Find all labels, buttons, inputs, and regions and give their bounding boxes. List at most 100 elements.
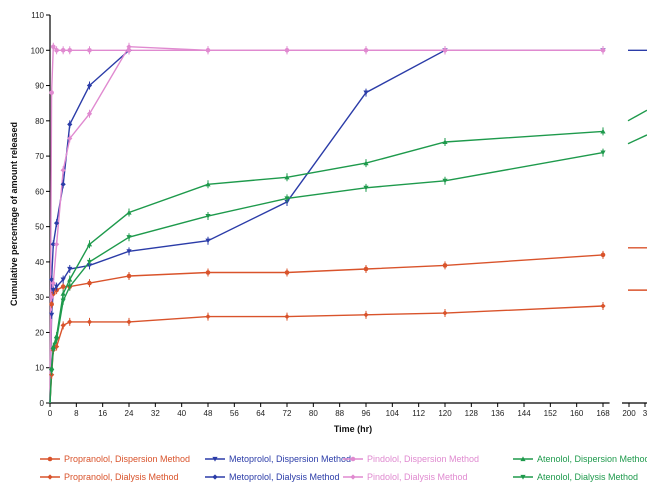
data-point — [205, 181, 211, 187]
data-point — [67, 47, 73, 53]
data-point — [49, 301, 54, 307]
legend-marker — [212, 456, 218, 462]
data-point — [49, 90, 54, 95]
data-point — [363, 160, 369, 166]
data-point — [67, 121, 73, 127]
x-tick-label: 168 — [596, 409, 610, 418]
data-point — [442, 310, 448, 316]
x-tick-label: 104 — [386, 409, 400, 418]
data-point — [53, 284, 60, 290]
data-point — [600, 252, 606, 258]
data-point — [363, 312, 369, 318]
x-tick-label: 200 — [622, 409, 636, 418]
data-point — [600, 150, 606, 156]
x-axis-title: Time (hr) — [334, 424, 372, 434]
data-point — [205, 238, 211, 244]
x-tick-label: 88 — [335, 409, 344, 418]
x-tick-label: 8 — [74, 409, 79, 418]
x-tick-label: 120 — [438, 409, 452, 418]
legend-marker — [212, 474, 218, 480]
legend-marker — [520, 456, 526, 462]
x-tick-label: 152 — [544, 409, 558, 418]
data-point — [284, 196, 290, 202]
x-tick-label: 72 — [283, 409, 292, 418]
x-tick-label: 128 — [465, 409, 479, 418]
legend-marker — [520, 474, 526, 480]
legend-label: Pindolol, Dispersion Method — [367, 454, 479, 464]
data-point — [363, 47, 369, 53]
data-point — [86, 241, 93, 247]
data-point — [50, 288, 56, 293]
data-point — [86, 319, 93, 325]
y-tick-label: 80 — [35, 117, 44, 126]
y-tick-label: 90 — [35, 82, 44, 91]
legend-label: Propranolol, Dispersion Method — [64, 454, 190, 464]
data-point — [600, 303, 606, 309]
x-tick-label: 48 — [204, 409, 213, 418]
y-tick-label: 100 — [31, 46, 45, 55]
data-point — [284, 313, 290, 320]
data-point — [50, 348, 56, 353]
data-point — [60, 322, 66, 328]
x-tick-label: 0 — [48, 409, 53, 418]
x-tick-label: 56 — [230, 409, 239, 418]
data-point — [49, 294, 55, 300]
x-tick-label: 40 — [177, 409, 186, 418]
data-point — [87, 47, 92, 53]
y-tick-label: 70 — [35, 152, 44, 161]
legend-label: Propranolol, Dialysis Method — [64, 472, 179, 482]
x-tick-label: 80 — [309, 409, 318, 418]
data-point — [60, 277, 66, 283]
y-tick-label: 60 — [35, 187, 44, 196]
data-point — [600, 47, 606, 53]
data-point — [67, 266, 73, 272]
data-point — [363, 266, 369, 272]
legend-marker — [47, 474, 53, 480]
legend-label: Atenolol, Dialysis Method — [537, 472, 638, 482]
y-tick-label: 40 — [35, 258, 44, 267]
legend-label: Atenolol, Dispersion Method — [537, 454, 647, 464]
data-point — [86, 82, 93, 89]
data-point — [87, 280, 92, 286]
data-point — [205, 213, 211, 219]
y-tick-label: 30 — [35, 293, 44, 302]
legend: Propranolol, Dispersion Method Propranolo… — [40, 454, 647, 482]
data-point — [284, 270, 290, 275]
data-point — [60, 284, 66, 289]
data-point — [49, 276, 55, 283]
legend-label: Metoprolol, Dialysis Method — [229, 472, 340, 482]
y-tick-label: 50 — [35, 223, 44, 232]
x-tick-label: 136 — [491, 409, 505, 418]
data-point — [53, 343, 60, 350]
data-point — [205, 47, 211, 53]
data-point — [53, 220, 60, 226]
y-tick-label: 10 — [35, 364, 44, 373]
data-point — [67, 135, 73, 142]
data-point — [60, 167, 66, 173]
data-point — [126, 319, 132, 325]
y-tick-label: 110 — [31, 11, 44, 20]
data-point — [49, 369, 55, 374]
data-point — [363, 185, 369, 191]
x-tick-label: 96 — [362, 409, 371, 418]
data-point — [54, 47, 59, 53]
series-tail-line — [627, 109, 647, 122]
data-point — [442, 47, 448, 53]
legend-item: Propranolol, Dispersion Method — [40, 454, 190, 464]
series-line — [49, 130, 604, 404]
legend-item: Propranolol, Dialysis Method — [40, 472, 179, 482]
x-tick-label: 24 — [125, 409, 134, 418]
data-point — [60, 47, 66, 53]
series-line — [49, 305, 604, 404]
data-point — [49, 312, 55, 318]
data-point — [126, 273, 132, 279]
data-point — [205, 313, 211, 320]
data-point — [600, 128, 606, 134]
data-point — [50, 44, 56, 50]
y-tick-label: 0 — [40, 399, 45, 408]
y-axis-title: Cumulative percentage of amount released — [9, 122, 19, 306]
legend-marker — [350, 474, 356, 480]
legend-marker — [47, 456, 53, 462]
data-point — [442, 263, 448, 268]
